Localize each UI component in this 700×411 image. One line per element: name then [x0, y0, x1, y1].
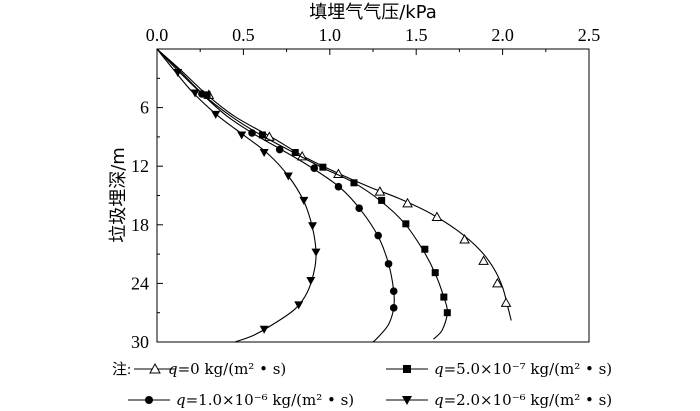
legend-value: =2.0×10⁻⁶ kg/(m² • s)	[443, 391, 613, 409]
legend-label-q0: q=0 kg/(m² • s)	[168, 360, 286, 378]
marker-triangle-open	[500, 297, 512, 307]
legend-label-q5e-7: q=5.0×10⁻⁷ kg/(m² • s)	[434, 360, 612, 378]
series-0	[156, 48, 512, 321]
x-tick-label: 0.0	[146, 25, 169, 45]
x-tick-label: 1.0	[319, 25, 342, 45]
legend-value: =1.0×10⁻⁶ kg/(m² • s)	[185, 391, 355, 409]
marker-square	[258, 131, 266, 139]
marker-triangle-open	[402, 197, 413, 208]
series-2	[156, 48, 398, 343]
series-line	[156, 48, 395, 343]
legend-label-q2e-6: q=2.0×10⁻⁶ kg/(m² • s)	[434, 391, 612, 409]
x-tick-label: 2.0	[491, 25, 514, 45]
marker-square	[431, 269, 439, 277]
marker-triangle-down	[259, 325, 269, 334]
marker-circle	[355, 204, 363, 212]
marker-circle	[275, 145, 284, 154]
x-tick-label: 1.5	[405, 25, 428, 45]
y-tick-label: 6	[140, 98, 149, 118]
y-axis: 6 12 18 24 30	[131, 77, 163, 352]
y-axis-title: 垃圾埋深/m	[108, 147, 129, 243]
marker-triangle-down	[190, 89, 200, 98]
marker-square	[319, 163, 327, 171]
x-axis-title: 填埋气气压/kPa	[309, 2, 437, 23]
marker-square	[443, 309, 451, 317]
legend-var: q	[176, 391, 186, 409]
marker-triangle-down	[308, 222, 318, 231]
marker-circle	[334, 182, 343, 191]
x-tick-label: 2.5	[578, 25, 601, 45]
marker-triangle-open	[492, 277, 503, 288]
marker-square	[378, 196, 386, 204]
marker-circle	[389, 287, 398, 296]
marker-triangle-down	[311, 248, 321, 257]
marker-square	[402, 220, 410, 228]
marker-circle	[248, 129, 256, 137]
marker-triangle-down	[173, 68, 183, 77]
y-tick-label: 18	[131, 215, 149, 235]
legend-var: q	[434, 391, 444, 409]
legend-value: =5.0×10⁻⁷ kg/(m² • s)	[443, 360, 613, 378]
legend-var: q	[168, 360, 178, 378]
marker-circle	[198, 90, 206, 98]
marker-circle	[310, 164, 319, 172]
marker-circle	[384, 260, 393, 268]
marker-triangle-down	[283, 172, 293, 181]
series-line	[156, 48, 317, 343]
legend-note: 注:	[112, 362, 132, 378]
marker-triangle-open	[459, 233, 470, 244]
marker-triangle-down	[294, 301, 304, 310]
series-3	[156, 48, 321, 343]
legend-var: q	[434, 360, 444, 378]
marker-circle	[389, 304, 398, 312]
x-axis: 0.0 0.5 1.0 1.5 2.0 2.5	[146, 25, 601, 55]
marker-triangle-down	[259, 149, 269, 158]
marker-square	[203, 91, 211, 99]
marker-triangle-down	[299, 196, 309, 205]
legend-swatch-triangle-open	[134, 362, 176, 374]
legend-swatch-circle	[128, 396, 170, 404]
legend-label-q1e-6: q=1.0×10⁻⁶ kg/(m² • s)	[176, 391, 354, 409]
y-tick-label: 30	[131, 332, 149, 352]
marker-square	[350, 179, 358, 187]
y-tick-label: 24	[131, 273, 149, 293]
marker-triangle-down	[306, 276, 316, 285]
legend-swatch-triangle-down	[386, 396, 428, 405]
y-tick-label: 12	[131, 156, 149, 176]
series-line	[156, 48, 448, 340]
marker-triangle-open	[374, 186, 386, 196]
legend-value: =0 kg/(m² • s)	[177, 360, 287, 378]
x-tick-label: 0.5	[232, 25, 255, 45]
marker-circle	[374, 231, 382, 240]
marker-square	[440, 293, 448, 301]
marker-triangle-open	[478, 255, 489, 265]
marker-triangle-down	[237, 131, 247, 140]
legend-swatch-square	[386, 365, 428, 373]
series-line	[156, 48, 512, 321]
marker-square	[291, 149, 299, 157]
series-1	[156, 48, 451, 340]
marker-square	[421, 245, 429, 253]
series-layer	[156, 48, 512, 343]
marker-triangle-open	[431, 211, 443, 221]
marker-triangle-down	[211, 110, 221, 119]
